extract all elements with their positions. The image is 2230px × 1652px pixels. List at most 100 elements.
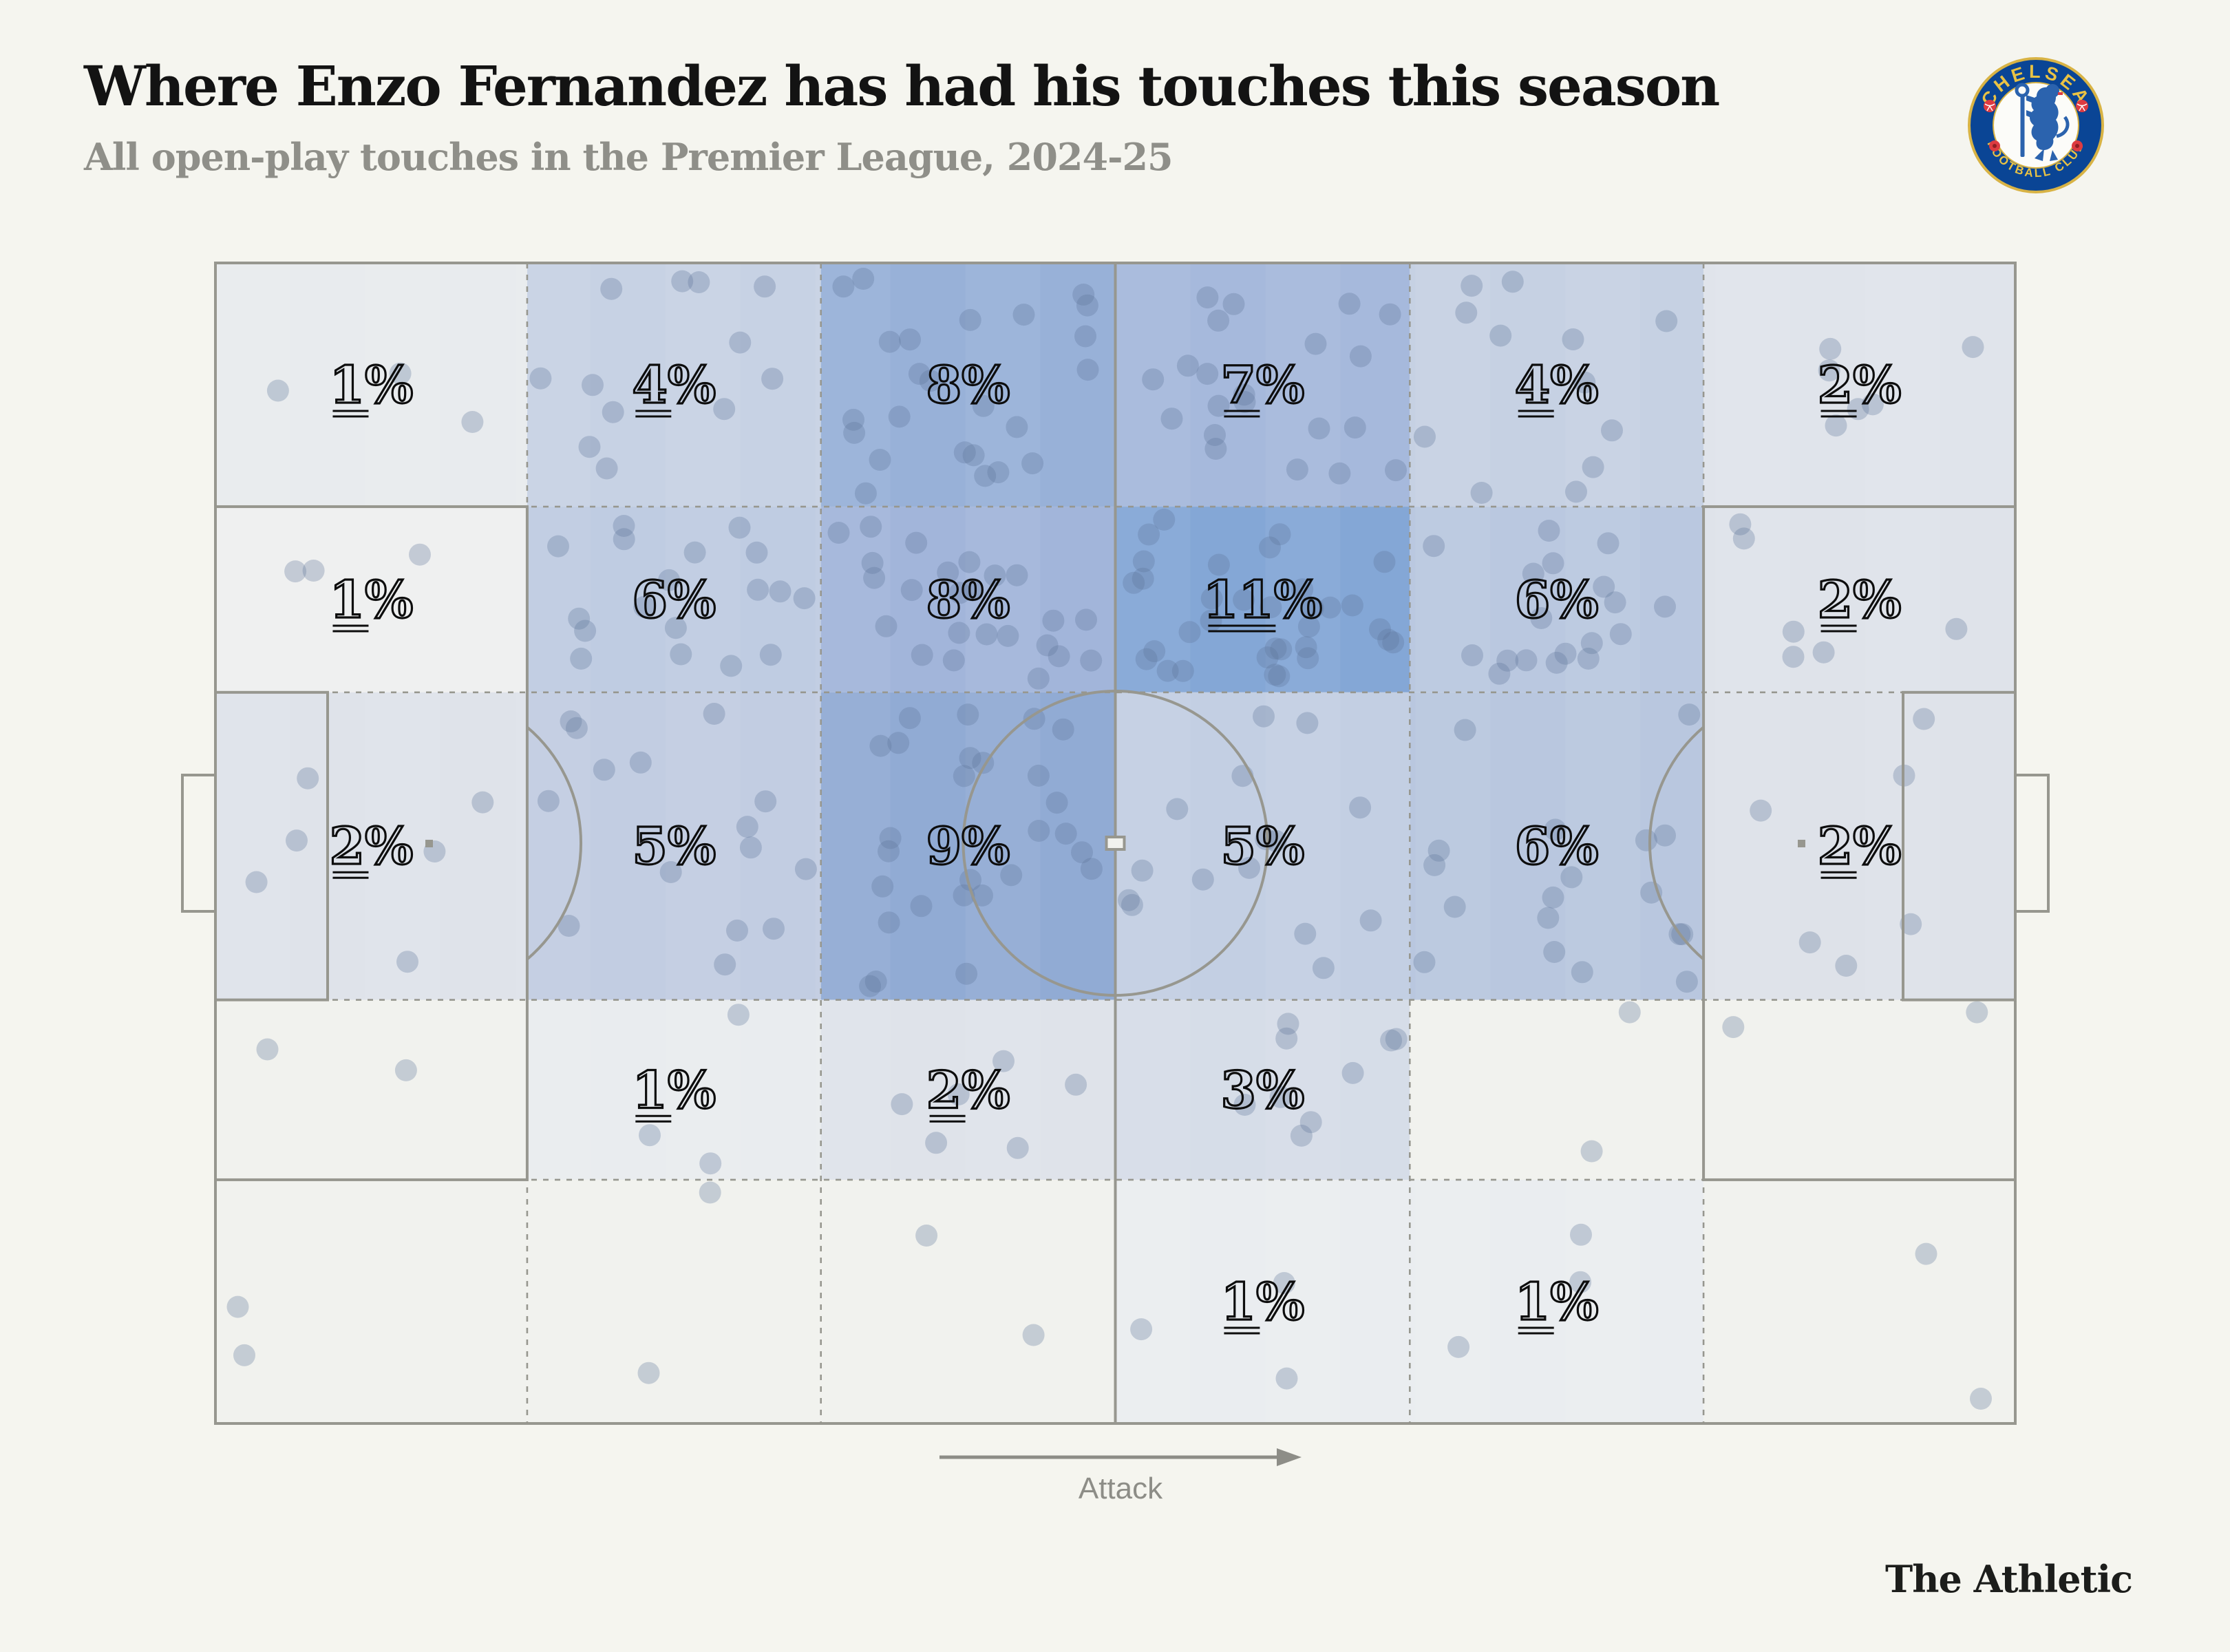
touch-dot	[1344, 416, 1366, 439]
touch-dot	[915, 1225, 938, 1247]
touch-dot	[974, 465, 997, 487]
zone-cell	[527, 1179, 821, 1423]
touch-dot	[683, 541, 706, 564]
touch-dot	[1380, 1029, 1403, 1052]
touch-dot	[558, 915, 580, 937]
touch-dot	[942, 649, 965, 672]
zone-percentage-label: 6%	[1515, 571, 1599, 630]
touch-dot	[878, 911, 900, 934]
touch-dot	[1782, 620, 1805, 643]
touch-dot	[613, 515, 635, 537]
zone-percentage-label: 2%	[1818, 571, 1902, 630]
zone-percentage-label: 8%	[926, 571, 1010, 630]
touch-dot	[1609, 623, 1632, 646]
touch-dot	[1722, 1016, 1745, 1039]
touch-dot	[1782, 646, 1805, 668]
touch-dot	[1048, 645, 1070, 668]
touch-dot	[1489, 324, 1512, 347]
zone-percentage-label: 1%	[632, 1061, 716, 1120]
touch-dot	[1413, 951, 1436, 973]
zone-cell	[1703, 507, 2015, 692]
touch-dot	[1385, 1028, 1408, 1050]
touch-dot	[1537, 907, 1560, 929]
touch-dot	[1118, 889, 1140, 911]
touch-dot	[745, 541, 768, 564]
touch-dot	[919, 370, 942, 392]
touch-dot	[1273, 1272, 1295, 1294]
zone-cell	[820, 1179, 1116, 1423]
pitch-inner-layer	[215, 263, 2015, 1423]
grass-stripe	[215, 263, 290, 1423]
touch-dot	[1565, 480, 1587, 503]
touch-dot	[1654, 824, 1676, 847]
zone-cell	[215, 999, 527, 1180]
crest-football-left-icon	[1984, 100, 1996, 112]
touch-dot	[997, 624, 1019, 647]
touch-dot	[1176, 354, 1199, 377]
touch-dot	[1515, 649, 1538, 672]
touch-dot	[1275, 1367, 1298, 1390]
touch-dot	[972, 394, 995, 417]
touch-dot	[1259, 536, 1281, 559]
touch-dot	[1178, 621, 1201, 644]
touch-dot	[984, 564, 1006, 587]
touch-dot	[1000, 864, 1023, 887]
touch-dot	[637, 1362, 660, 1384]
touch-dot	[547, 535, 569, 558]
zone-cell	[1115, 1179, 1410, 1423]
touch-dot	[754, 275, 776, 298]
touch-dot	[1121, 893, 1143, 916]
center-circle	[962, 690, 1269, 997]
touch-dot	[266, 379, 289, 402]
touch-dot	[1065, 1073, 1087, 1096]
touch-dot	[827, 522, 850, 544]
zone-cell	[1703, 263, 2015, 507]
touch-dot	[1012, 304, 1035, 326]
touch-dot	[1577, 647, 1600, 670]
touch-dot	[1080, 649, 1103, 672]
zone-percentage-label: 2%	[1818, 817, 1902, 876]
touch-dot	[948, 622, 970, 644]
touch-dot	[1130, 1318, 1153, 1341]
touch-dot	[959, 747, 981, 770]
touch-dot	[898, 707, 921, 730]
zone-percentage-label: 1%	[1515, 1273, 1599, 1332]
zone-cell	[820, 692, 1116, 1000]
touch-dot	[842, 408, 864, 431]
touch-dot	[1454, 719, 1476, 741]
touch-dot	[793, 587, 816, 610]
touch-dot	[1308, 417, 1330, 440]
touch-dot	[1635, 829, 1657, 851]
penalty-arc-right	[1648, 726, 1705, 961]
zone-cell	[1410, 507, 1704, 692]
touch-dot	[1447, 1335, 1470, 1358]
touch-dot	[720, 655, 743, 677]
touch-dot	[1382, 631, 1405, 654]
zone-cell	[1410, 1179, 1704, 1423]
touch-dot	[688, 271, 710, 293]
touch-dot	[1268, 523, 1291, 546]
touch-dot	[955, 962, 978, 985]
touch-dot	[613, 528, 635, 551]
touch-dot	[908, 363, 931, 385]
zone-cell	[527, 692, 821, 1000]
touch-dot	[1328, 462, 1351, 485]
touch-dot	[900, 579, 923, 602]
touch-dot	[1006, 416, 1028, 438]
touch-dot	[389, 362, 412, 385]
touch-dot	[1522, 562, 1544, 585]
touch-dot	[1191, 868, 1214, 891]
touch-dot	[1021, 452, 1044, 475]
touch-dot	[947, 1083, 970, 1105]
crest-lion-icon	[2015, 83, 2070, 161]
grass-stripe	[1715, 263, 1791, 1423]
zone-cell	[215, 507, 527, 692]
penalty-spot-left	[425, 840, 433, 847]
touch-dot	[1132, 550, 1155, 573]
zone-percentage-label: 6%	[1515, 817, 1599, 876]
touch-dot	[1423, 535, 1445, 558]
penalty-arc-left	[526, 726, 582, 961]
penalty-spot-right	[1798, 840, 1805, 847]
touch-dot	[1222, 293, 1245, 315]
zone-percentage-label: 2%	[330, 817, 414, 876]
